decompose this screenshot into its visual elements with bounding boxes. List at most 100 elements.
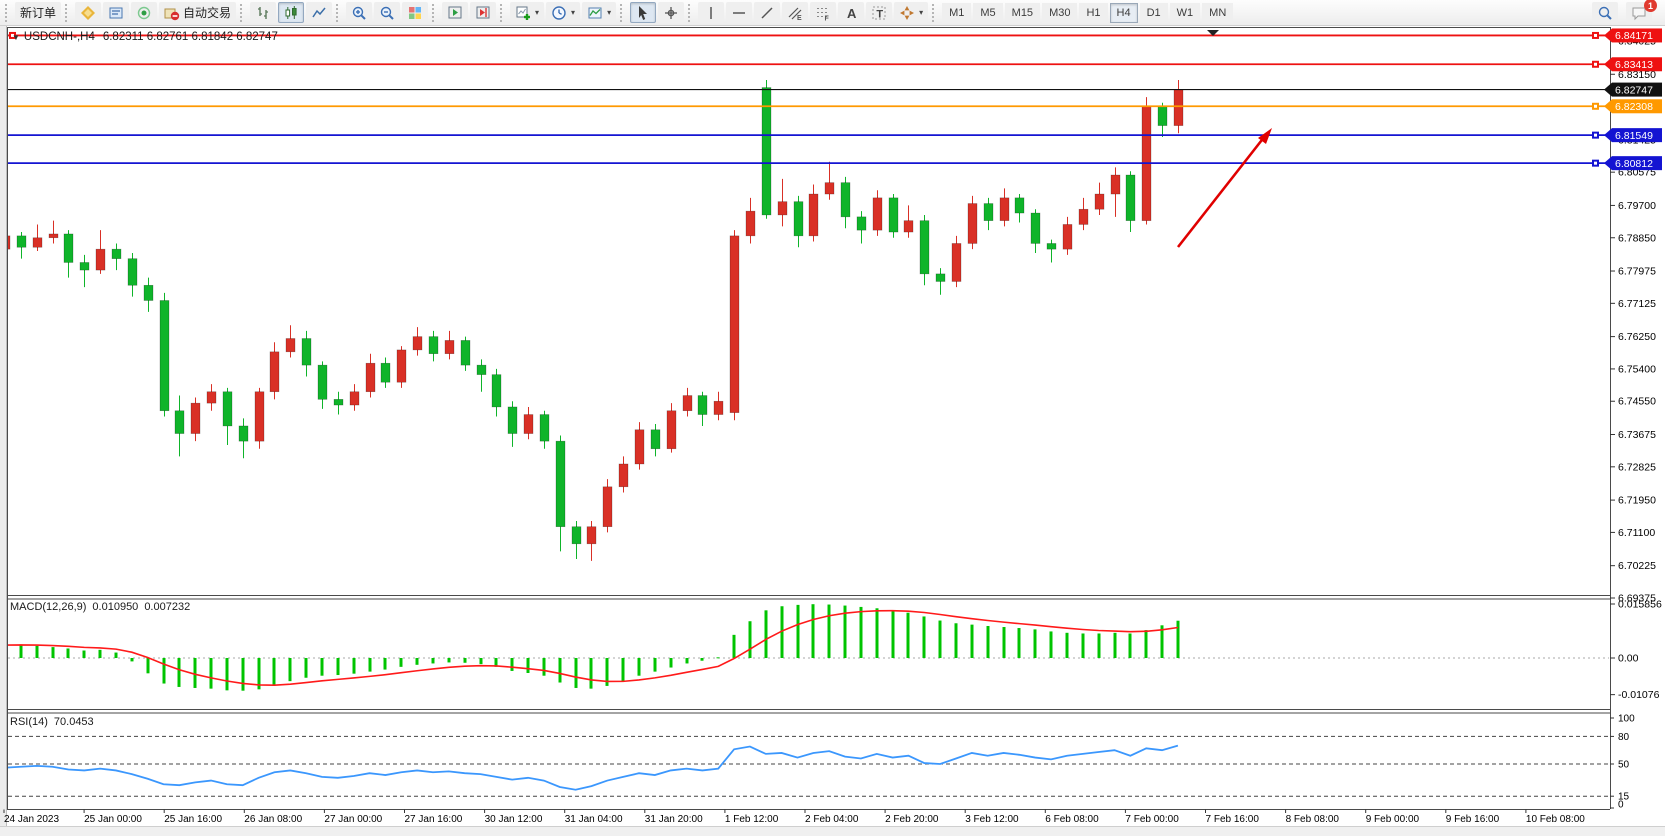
- main-toolbar: 新订单 自动交易 ▾ ▾ ▾ E F A T ▾ M1 M5 M15 M30 H1 H4 D1 W1 MN 1: [0, 0, 1665, 26]
- dropdown-caret-icon[interactable]: ▾: [535, 8, 540, 17]
- equidistant-channel-button[interactable]: E: [782, 2, 809, 23]
- timeframe-m15[interactable]: M15: [1004, 2, 1041, 23]
- cursor-button[interactable]: [630, 2, 657, 23]
- macd-name: MACD(12,26,9): [10, 601, 87, 613]
- chart-candles-button[interactable]: [278, 2, 305, 23]
- new-order-label: 新订单: [20, 6, 57, 20]
- svg-text:6.83150: 6.83150: [1618, 69, 1656, 81]
- toolbar-gripper: [65, 3, 71, 22]
- chart-frame: [7, 27, 1611, 810]
- rsi-value: 70.0453: [53, 716, 94, 728]
- toolbar-gripper: [620, 3, 626, 22]
- arrows-button[interactable]: ▾: [894, 2, 929, 23]
- svg-text:E: E: [797, 15, 802, 21]
- chevron-down-icon[interactable]: ▼: [12, 33, 20, 42]
- horizontal-lines[interactable]: 6.84171 6.83413 6.82747 6.82308 6.81549 6.808…: [8, 28, 1662, 171]
- textA-icon: A: [847, 6, 857, 21]
- timeframe-m1[interactable]: M1: [942, 2, 972, 23]
- zoom-in-button[interactable]: [346, 2, 373, 23]
- vertical-line-button[interactable]: [698, 2, 725, 23]
- tile-icon: [409, 6, 422, 19]
- rsi-panel: [8, 735, 1609, 797]
- svg-text:6.74550: 6.74550: [1618, 396, 1656, 408]
- symbol-period-label: USDCNH-,H4: [23, 31, 95, 43]
- chart-bars-button[interactable]: [250, 2, 277, 23]
- timeframe-w1[interactable]: W1: [1169, 2, 1201, 23]
- tile-windows-button[interactable]: [402, 2, 429, 23]
- candles-icon: [285, 5, 297, 19]
- auto-trading-label: 自动交易: [183, 6, 232, 20]
- timeframe-h4[interactable]: H4: [1109, 2, 1138, 23]
- svg-text:100: 100: [1618, 714, 1635, 725]
- dropdown-caret-icon[interactable]: ▾: [571, 8, 576, 17]
- chart-shift-marker[interactable]: [1207, 30, 1219, 36]
- timeframe-mn[interactable]: MN: [1202, 2, 1234, 23]
- search-button[interactable]: [1592, 2, 1618, 23]
- toolbar-gripper: [932, 3, 938, 22]
- chart-window: 6.840256.831506.814256.805756.797006.788…: [0, 26, 1665, 836]
- svg-text:6.80812: 6.80812: [1615, 158, 1653, 170]
- channel-icon: E: [788, 7, 802, 21]
- svg-text:6.70225: 6.70225: [1618, 560, 1656, 572]
- dropdown-caret-icon[interactable]: ▾: [607, 8, 612, 17]
- timeframe-m30[interactable]: M30: [1042, 2, 1078, 23]
- text-label-button[interactable]: T: [866, 2, 893, 23]
- time-axis: 24 Jan 2023 25 Jan 00:00 25 Jan 16:00 26 Ja…: [3, 809, 1585, 825]
- chart-shift-button[interactable]: [470, 2, 497, 23]
- fibonacci-button[interactable]: F: [810, 2, 837, 23]
- cursor-icon: [639, 5, 648, 20]
- toolbar-gripper: [240, 3, 246, 22]
- auto-scroll-button[interactable]: [442, 2, 469, 23]
- zoom-out-button[interactable]: [374, 2, 401, 23]
- symbols-icon: [81, 5, 96, 20]
- signals-button[interactable]: [131, 2, 158, 23]
- text-button[interactable]: A: [838, 2, 865, 23]
- trend-arrow-annotation[interactable]: [1176, 128, 1272, 248]
- svg-text:6.82308: 6.82308: [1615, 101, 1653, 113]
- bars-icon: [258, 6, 269, 19]
- market-watch-button[interactable]: [103, 2, 130, 23]
- timeframe-d1[interactable]: D1: [1139, 2, 1168, 23]
- notifications-button[interactable]: 1: [1626, 0, 1657, 23]
- chart-canvas[interactable]: 6.840256.831506.814256.805756.797006.788…: [0, 26, 1665, 836]
- svg-text:8 Feb 08:00: 8 Feb 08:00: [1286, 814, 1340, 825]
- trendline-button[interactable]: [754, 2, 781, 23]
- fibo-icon: F: [817, 7, 830, 21]
- vline-icon: [710, 6, 712, 19]
- window-left-edge: [0, 26, 6, 836]
- zoomin-icon: [352, 6, 366, 20]
- crosshair-button[interactable]: [658, 2, 685, 23]
- horizontal-line-button[interactable]: [726, 2, 753, 23]
- svg-text:27 Jan 00:00: 27 Jan 00:00: [324, 814, 382, 825]
- chart-line-button[interactable]: [306, 2, 333, 23]
- svg-text:9 Feb 16:00: 9 Feb 16:00: [1446, 814, 1500, 825]
- svg-text:6.71950: 6.71950: [1618, 495, 1656, 507]
- timeframe-h1[interactable]: H1: [1079, 2, 1108, 23]
- autotrade-icon: [164, 8, 180, 20]
- svg-text:7 Feb 00:00: 7 Feb 00:00: [1125, 814, 1179, 825]
- svg-text:27 Jan 16:00: 27 Jan 16:00: [405, 814, 463, 825]
- shift-icon: [476, 6, 490, 18]
- timeframe-m5[interactable]: M5: [973, 2, 1003, 23]
- svg-text:24 Jan 2023: 24 Jan 2023: [4, 814, 59, 825]
- toolbar-gripper: [5, 3, 11, 22]
- market-icon: [109, 7, 123, 18]
- auto-trading-button[interactable]: 自动交易: [159, 2, 237, 23]
- ohlc-values: 6.82311 6.82761 6.81842 6.82747: [102, 31, 278, 43]
- svg-text:6.81549: 6.81549: [1615, 130, 1653, 142]
- macd-signal-line: [8, 609, 1179, 686]
- symbols-button[interactable]: [75, 2, 102, 23]
- templates-button[interactable]: ▾: [582, 2, 617, 23]
- profiles-button[interactable]: ▾: [546, 2, 581, 23]
- svg-text:26 Jan 08:00: 26 Jan 08:00: [244, 814, 302, 825]
- svg-text:6.79700: 6.79700: [1618, 200, 1656, 212]
- new-order-button[interactable]: 新订单: [15, 2, 62, 23]
- candles: [8, 79, 1184, 561]
- template-icon: [588, 7, 602, 18]
- new-chart-button[interactable]: ▾: [510, 2, 545, 23]
- price-axis: 6.840256.831506.814256.805756.797006.788…: [1610, 36, 1662, 811]
- clock-icon: [552, 5, 566, 20]
- toolbar-gripper: [336, 3, 342, 22]
- svg-text:31 Jan 20:00: 31 Jan 20:00: [645, 814, 703, 825]
- dropdown-caret-icon[interactable]: ▾: [919, 8, 924, 17]
